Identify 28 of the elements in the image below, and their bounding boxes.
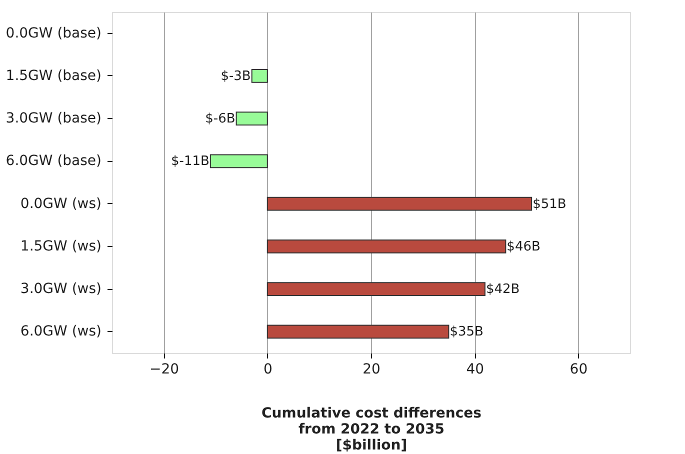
data-label: $-3B xyxy=(220,68,251,84)
y-tick-label: 3.0GW (base) xyxy=(6,110,102,127)
y-tick-label: 6.0GW (base) xyxy=(6,153,102,170)
y-tick-label: 1.5GW (base) xyxy=(6,68,102,84)
data-label: $35B xyxy=(450,324,484,340)
data-label: $-11B xyxy=(170,154,210,170)
x-tick-label: 60 xyxy=(570,362,588,378)
bar xyxy=(236,112,268,126)
bar xyxy=(210,154,268,168)
x-tick-label: −20 xyxy=(150,362,180,378)
x-tick-label: 0 xyxy=(263,362,272,378)
bar xyxy=(266,196,532,211)
x-axis-title: Cumulative cost differences from 2022 to 2035 [$billion] xyxy=(262,406,482,454)
data-label: $42B xyxy=(486,282,520,298)
bar xyxy=(266,282,486,296)
data-label: $51B xyxy=(532,196,566,212)
y-tick-label: 6.0GW (ws) xyxy=(20,324,102,340)
y-tick-label: 3.0GW (ws) xyxy=(20,281,102,298)
x-tick-label: 40 xyxy=(466,362,484,378)
data-label: $46B xyxy=(506,239,540,254)
y-tick-label: 1.5GW (ws) xyxy=(20,238,102,254)
y-tick-label: 0.0GW (ws) xyxy=(20,196,102,212)
bar xyxy=(251,69,268,83)
data-label: $-6B xyxy=(205,112,236,127)
y-tick-label: 0.0GW (base) xyxy=(6,25,102,42)
x-tick-label: 20 xyxy=(362,362,380,378)
bar xyxy=(266,324,450,339)
bar xyxy=(266,240,506,254)
